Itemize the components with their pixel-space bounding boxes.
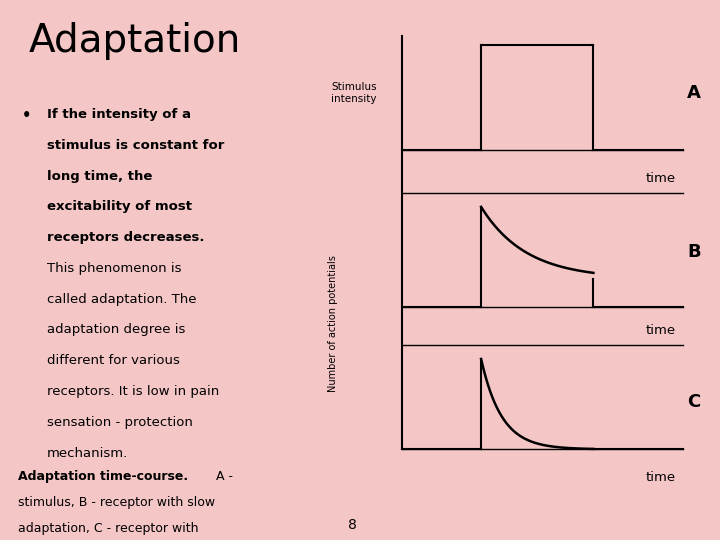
Text: •: • [22, 108, 31, 123]
Text: stimulus is constant for: stimulus is constant for [47, 139, 224, 152]
Text: called adaptation. The: called adaptation. The [47, 293, 197, 306]
Text: mechanism.: mechanism. [47, 447, 128, 460]
Text: time: time [646, 324, 676, 337]
Text: Number of action potentials: Number of action potentials [328, 255, 338, 392]
Text: time: time [646, 172, 676, 185]
Text: This phenomenon is: This phenomenon is [47, 262, 181, 275]
Text: excitability of most: excitability of most [47, 200, 192, 213]
Text: 8: 8 [348, 518, 356, 532]
Text: A: A [687, 84, 701, 102]
Text: Adaptation time-course.: Adaptation time-course. [18, 470, 188, 483]
Text: B: B [687, 243, 701, 261]
Text: Adaptation: Adaptation [29, 22, 241, 59]
Text: A -: A - [212, 470, 233, 483]
Text: adaptation, C - receptor with: adaptation, C - receptor with [18, 522, 199, 535]
Text: adaptation degree is: adaptation degree is [47, 323, 185, 336]
Text: receptors decreases.: receptors decreases. [47, 231, 204, 244]
Text: stimulus, B - receptor with slow: stimulus, B - receptor with slow [18, 496, 215, 509]
Text: sensation - protection: sensation - protection [47, 416, 193, 429]
Text: If the intensity of a: If the intensity of a [47, 108, 191, 121]
Text: different for various: different for various [47, 354, 180, 367]
Text: long time, the: long time, the [47, 170, 152, 183]
Text: Stimulus
intensity: Stimulus intensity [331, 82, 377, 104]
Text: receptors. It is low in pain: receptors. It is low in pain [47, 385, 219, 398]
Text: time: time [646, 471, 676, 484]
Text: C: C [687, 393, 701, 411]
